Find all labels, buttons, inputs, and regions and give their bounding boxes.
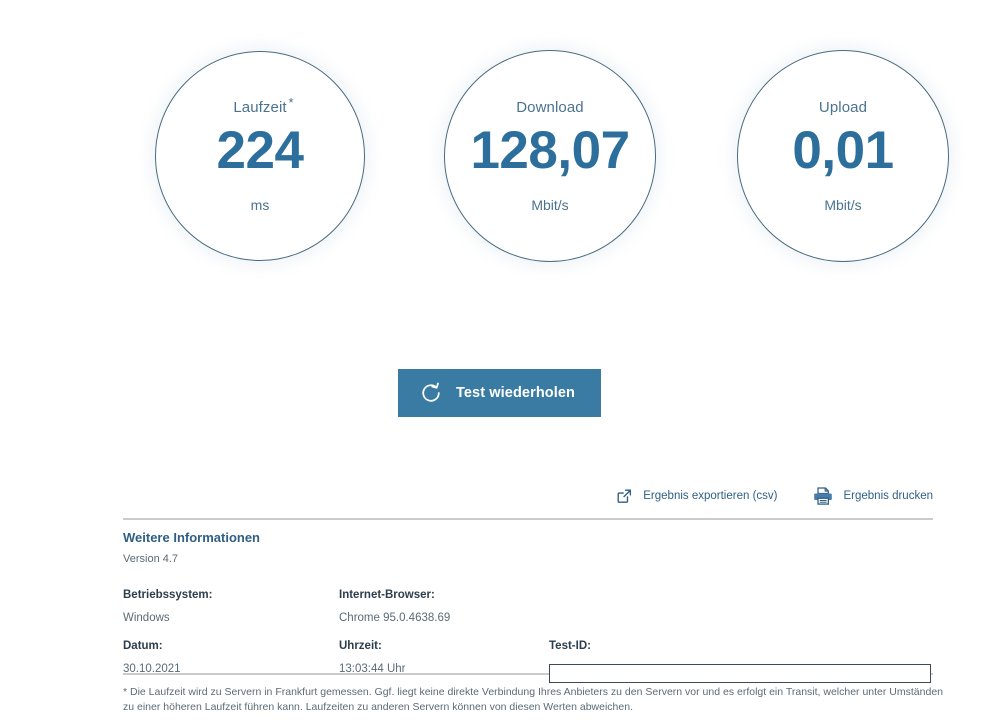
further-information-section: Weitere Informationen Version 4.7 Betrie…: [123, 531, 943, 686]
info-row-datetime: Datum: 30.10.2021 Uhrzeit: 13:03:44 Uhr …: [123, 640, 943, 686]
retry-button-container: Test wiederholen: [0, 369, 999, 417]
gauge-latency: Laufzeit * 224 ms: [155, 51, 365, 261]
print-result-link[interactable]: Ergebnis drucken: [812, 486, 934, 506]
browser-value: Chrome 95.0.4638.69: [339, 611, 451, 624]
gauge-latency-value: 224: [216, 121, 304, 180]
gauge-upload-label-text: Upload: [818, 99, 868, 116]
browser-label: Internet-Browser:: [339, 589, 435, 601]
info-row-system: Betriebssystem: Windows Internet-Browser…: [123, 589, 943, 635]
date-label: Datum:: [123, 640, 163, 652]
footnote-text: * Die Laufzeit wird zu Servern in Frankf…: [123, 686, 944, 713]
operating-system-value: Windows: [123, 611, 170, 624]
browser-field: Internet-Browser: Chrome 95.0.4638.69: [339, 589, 451, 624]
date-field: Datum: 30.10.2021: [123, 640, 181, 675]
test-id-input[interactable]: [549, 664, 931, 683]
gauge-latency-label-text: Laufzeit: [233, 99, 287, 116]
gauge-download-label: Download: [516, 100, 584, 115]
gauge-download: Download 128,07 Mbit/s: [444, 50, 656, 262]
gauge-upload-label: Upload: [819, 100, 867, 115]
time-label: Uhrzeit:: [339, 640, 382, 652]
result-actions: Ergebnis exportieren (csv) Ergebnis druc…: [616, 486, 933, 506]
gauge-download-unit: Mbit/s: [531, 197, 569, 213]
export-icon: [616, 488, 633, 505]
version-label: Version 4.7: [123, 553, 179, 565]
gauge-latency-label: Laufzeit *: [233, 96, 293, 116]
time-field: Uhrzeit: 13:03:44 Uhr: [339, 640, 406, 675]
gauge-download-label-text: Download: [516, 99, 584, 116]
divider-above-info: [123, 518, 933, 520]
print-result-label: Ergebnis drucken: [843, 490, 934, 502]
repeat-test-button-label: Test wiederholen: [456, 385, 575, 401]
export-result-label: Ergebnis exportieren (csv): [643, 490, 778, 502]
gauge-latency-unit: ms: [250, 197, 270, 213]
divider-above-footnote: [123, 673, 933, 675]
gauges-row: Laufzeit * 224 ms Download 128,07 Mbit/s …: [0, 0, 999, 310]
repeat-test-button[interactable]: Test wiederholen: [398, 369, 601, 417]
gauge-upload-value: 0,01: [792, 121, 894, 180]
further-information-title: Weitere Informationen: [123, 530, 261, 545]
test-id-label: Test-ID:: [549, 640, 591, 652]
gauge-upload: Upload 0,01 Mbit/s: [737, 50, 949, 262]
operating-system-field: Betriebssystem: Windows: [123, 589, 213, 624]
gauge-upload-unit: Mbit/s: [824, 197, 862, 213]
date-value: 30.10.2021: [123, 662, 181, 675]
test-id-field: Test-ID:: [549, 640, 931, 683]
operating-system-label: Betriebssystem:: [123, 589, 213, 601]
time-value: 13:03:44 Uhr: [339, 662, 406, 675]
gauge-download-value: 128,07: [470, 121, 630, 180]
export-result-link[interactable]: Ergebnis exportieren (csv): [616, 488, 778, 505]
printer-icon: [812, 486, 834, 506]
refresh-icon: [420, 382, 442, 404]
info-grid: Betriebssystem: Windows Internet-Browser…: [123, 589, 943, 686]
footnote-asterisk-icon: *: [288, 95, 294, 110]
